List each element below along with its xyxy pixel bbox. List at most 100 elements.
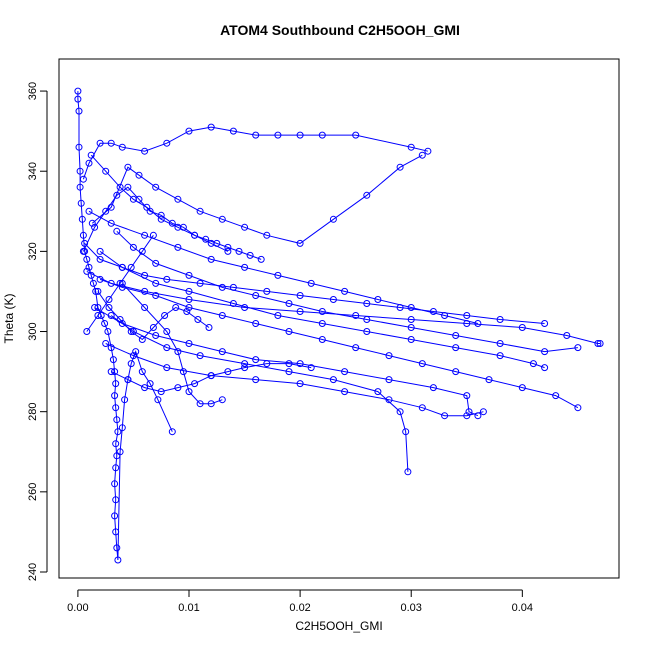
data-series [85,207,482,327]
data-point [224,247,232,255]
data-point [407,316,415,323]
data-series [107,360,315,396]
data-point [274,312,282,319]
data-point [112,464,120,472]
data-point [307,364,315,372]
data-point [174,348,182,356]
series-line [77,91,173,561]
data-point [118,263,126,271]
data-point [185,340,193,347]
y-tick-label: 240 [27,563,39,581]
data-point [352,131,360,139]
data-point [418,360,426,368]
data-point [218,396,226,404]
data-point [229,127,237,135]
data-point [146,380,154,388]
data-point [452,332,460,339]
data-point [318,131,326,139]
data-point [263,360,271,368]
data-point [112,404,120,412]
data-point [274,271,282,279]
data-series [74,87,176,564]
data-point [105,304,113,311]
series-line [82,186,262,260]
data-point [104,328,112,335]
data-point [191,231,199,239]
data-point [252,292,260,299]
data-point [163,328,171,335]
data-point [541,364,549,372]
data-point [157,388,165,396]
data-point [152,183,160,191]
data-point [92,287,100,295]
series-line [105,343,484,417]
data-point [263,287,271,295]
data-point [79,175,87,183]
y-tick-label: 320 [27,242,39,260]
data-point [79,231,87,239]
data-point [127,263,135,271]
data-point [218,312,226,319]
data-point [102,167,110,175]
data-point [129,243,137,251]
data-point [596,340,604,347]
data-point [74,95,82,103]
data-point [112,440,120,448]
data-point [207,255,215,263]
data-point [96,275,104,283]
data-point [385,376,393,384]
data-point [285,360,293,368]
data-point [207,400,215,408]
data-point [185,304,193,311]
data-series [87,151,232,255]
plot-frame [58,58,620,579]
data-point [107,139,115,147]
data-point [318,320,326,327]
data-point [385,396,393,404]
data-series [79,123,432,183]
data-point [418,404,426,412]
data-point [252,376,260,384]
data-point [174,243,182,251]
data-point [518,384,526,392]
data-point [185,287,193,295]
data-point [77,199,85,207]
data-layer [74,87,604,564]
series-line [88,210,479,324]
data-point [218,215,226,223]
data-point [143,203,151,211]
data-point [141,304,149,311]
data-point [85,263,93,271]
data-point [157,215,165,223]
data-point [112,496,120,504]
data-point [252,320,260,327]
data-point [424,147,432,155]
data-point [141,147,149,155]
data-point [194,316,202,323]
data-point [385,352,393,360]
data-point [85,207,93,215]
data-point [83,255,91,263]
y-axis: 240 260 280 300 320 340 360 [27,82,48,581]
data-point [116,183,124,191]
data-point [96,139,104,147]
data-point [87,151,95,159]
data-point [363,191,371,199]
series-line [121,283,223,405]
data-point [118,143,126,151]
data-series [81,239,549,327]
data-point [518,324,526,331]
data-point [83,328,91,335]
data-point [529,360,537,368]
series-line [99,250,545,369]
data-point [407,336,415,343]
data-point [263,231,271,239]
data-point [452,368,460,376]
data-point [241,223,249,231]
series-line [84,243,545,324]
data-series [102,340,487,420]
data-point [105,296,113,303]
data-point [114,556,122,564]
data-series [96,247,549,372]
data-point [107,312,115,319]
